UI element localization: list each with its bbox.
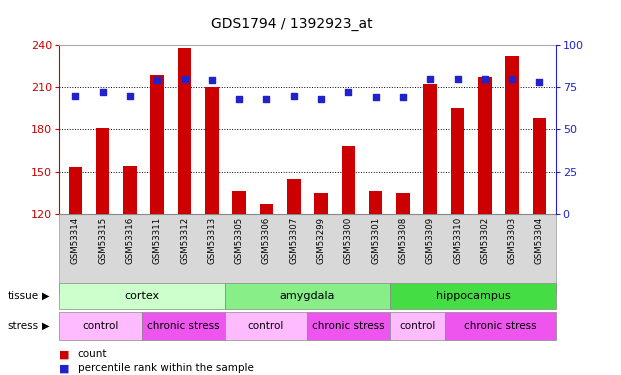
Point — [152, 78, 162, 84]
Bar — [478, 77, 492, 214]
Bar — [342, 146, 355, 214]
Text: chronic stress: chronic stress — [465, 321, 537, 331]
Text: ▶: ▶ — [42, 291, 49, 301]
Point — [234, 96, 244, 102]
Text: control: control — [399, 321, 436, 331]
Point — [316, 96, 326, 102]
Point — [343, 89, 353, 95]
Bar — [96, 128, 109, 214]
Bar — [68, 167, 82, 214]
Point — [207, 78, 217, 84]
Text: ▶: ▶ — [42, 321, 49, 331]
Point — [480, 76, 490, 82]
Bar — [150, 75, 164, 214]
Point — [179, 76, 189, 82]
Point — [125, 93, 135, 99]
Text: stress: stress — [7, 321, 39, 331]
Text: chronic stress: chronic stress — [147, 321, 219, 331]
Bar — [178, 48, 191, 214]
Bar — [260, 204, 273, 214]
Point — [535, 79, 545, 85]
Text: control: control — [248, 321, 284, 331]
Point — [70, 93, 80, 99]
Bar — [505, 56, 519, 214]
Text: count: count — [78, 350, 107, 359]
Text: ■: ■ — [59, 363, 70, 373]
Text: cortex: cortex — [124, 291, 160, 301]
Point — [97, 89, 107, 95]
Bar — [533, 118, 546, 214]
Point — [507, 76, 517, 82]
Bar — [287, 178, 301, 214]
Bar — [205, 87, 219, 214]
Bar — [314, 193, 328, 214]
Point — [289, 93, 299, 99]
Text: hippocampus: hippocampus — [435, 291, 510, 301]
Point — [425, 76, 435, 82]
Point — [453, 76, 463, 82]
Point — [371, 94, 381, 100]
Text: amygdala: amygdala — [279, 291, 335, 301]
Text: percentile rank within the sample: percentile rank within the sample — [78, 363, 253, 373]
Text: ■: ■ — [59, 350, 70, 359]
Bar — [232, 191, 246, 214]
Text: tissue: tissue — [7, 291, 39, 301]
Bar — [369, 191, 383, 214]
Point — [398, 94, 408, 100]
Text: chronic stress: chronic stress — [312, 321, 385, 331]
Point — [261, 96, 271, 102]
Bar — [451, 108, 465, 214]
Text: GDS1794 / 1392923_at: GDS1794 / 1392923_at — [211, 17, 373, 31]
Text: control: control — [82, 321, 119, 331]
Bar — [396, 193, 410, 214]
Bar — [123, 166, 137, 214]
Bar — [424, 84, 437, 214]
